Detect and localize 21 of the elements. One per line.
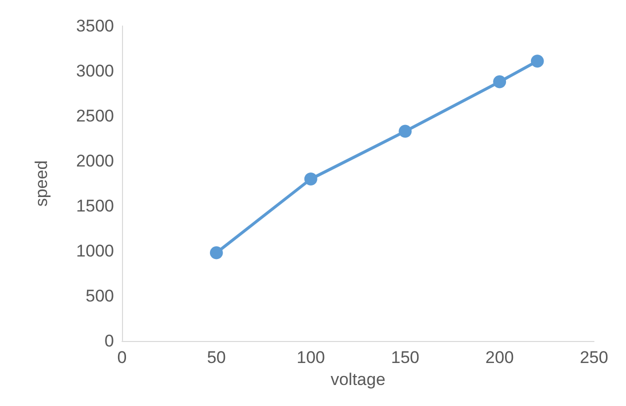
x-axis-title: voltage <box>330 370 386 389</box>
point <box>493 75 506 88</box>
x-tick-label: 150 <box>391 348 420 367</box>
y-tick-label: 1500 <box>76 196 114 216</box>
y-tick-label: 2500 <box>76 106 114 126</box>
point <box>530 54 544 68</box>
y-tick-label: 500 <box>86 286 114 306</box>
y-tick-label: 3000 <box>76 62 114 80</box>
point <box>210 246 223 260</box>
y-tick-label: 3500 <box>76 16 114 36</box>
y-tick-label: 0 <box>104 332 114 350</box>
x-tick-label: 100 <box>296 348 325 367</box>
x-tick-label: 0 <box>117 348 127 367</box>
y-tick-label: 1000 <box>76 242 114 260</box>
x-tick-label: 250 <box>580 348 608 367</box>
point <box>398 124 412 138</box>
y-axis-title: speed <box>32 160 51 207</box>
x-tick-label: 50 <box>206 348 226 367</box>
y-tick-label: 2000 <box>76 152 114 170</box>
x-tick-label: 200 <box>485 348 514 367</box>
point <box>304 172 318 186</box>
